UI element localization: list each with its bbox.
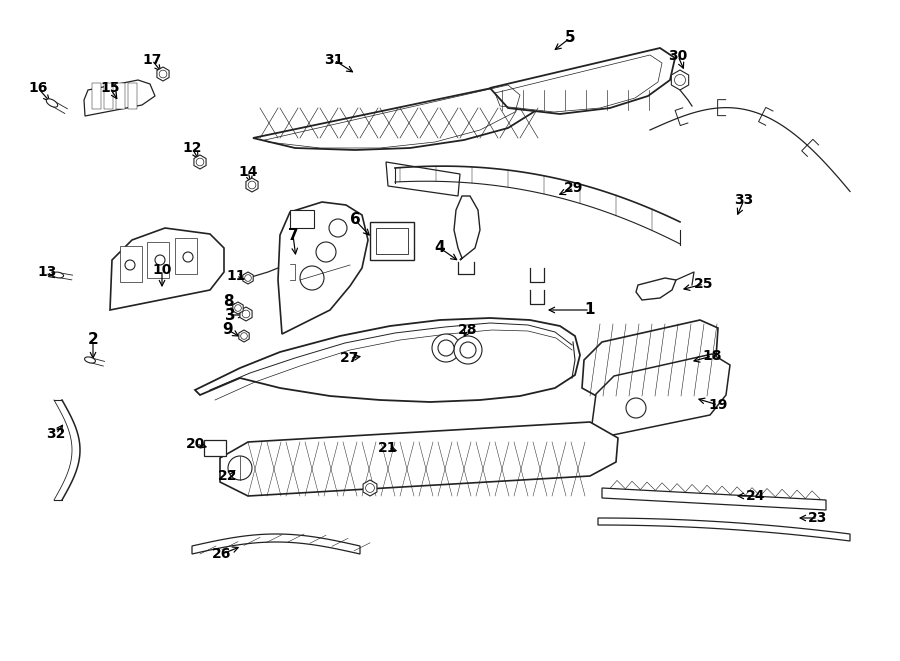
Circle shape: [248, 181, 256, 189]
Circle shape: [329, 219, 347, 237]
Text: 33: 33: [734, 193, 753, 207]
Polygon shape: [246, 178, 258, 192]
Polygon shape: [192, 534, 360, 554]
Circle shape: [155, 255, 165, 265]
Circle shape: [159, 70, 166, 78]
Circle shape: [626, 398, 646, 418]
Text: 5: 5: [564, 30, 575, 46]
Polygon shape: [253, 80, 545, 150]
Polygon shape: [602, 488, 826, 510]
Text: 27: 27: [340, 351, 360, 365]
Polygon shape: [386, 162, 460, 196]
Text: 8: 8: [222, 295, 233, 309]
Circle shape: [454, 336, 482, 364]
Polygon shape: [194, 155, 206, 169]
Circle shape: [242, 310, 250, 318]
Polygon shape: [233, 302, 243, 314]
Circle shape: [235, 305, 241, 311]
Circle shape: [240, 332, 248, 339]
Text: 29: 29: [564, 181, 584, 195]
Text: 24: 24: [746, 489, 766, 503]
Bar: [147, 242, 169, 278]
Circle shape: [125, 260, 135, 270]
Ellipse shape: [85, 357, 95, 363]
Circle shape: [245, 275, 251, 282]
Ellipse shape: [46, 99, 58, 107]
Text: 19: 19: [708, 398, 728, 412]
Text: 16: 16: [28, 81, 48, 95]
Bar: [116, 83, 125, 109]
Text: 7: 7: [288, 227, 298, 243]
Text: 26: 26: [212, 547, 231, 561]
Bar: [92, 83, 101, 109]
Text: 20: 20: [186, 437, 206, 451]
Text: 25: 25: [694, 277, 714, 291]
Text: 1: 1: [585, 303, 595, 317]
Bar: [175, 238, 197, 274]
Circle shape: [674, 75, 686, 85]
Text: 13: 13: [37, 265, 57, 279]
Polygon shape: [490, 48, 675, 114]
Polygon shape: [592, 354, 730, 436]
Circle shape: [438, 340, 454, 356]
Bar: [376, 228, 408, 254]
Text: 21: 21: [378, 441, 398, 455]
Text: 3: 3: [225, 307, 235, 323]
Bar: [104, 83, 113, 109]
Text: 10: 10: [152, 263, 172, 277]
Text: 15: 15: [100, 81, 120, 95]
Bar: [128, 83, 137, 109]
Text: 14: 14: [238, 165, 257, 179]
Circle shape: [228, 456, 252, 480]
Polygon shape: [84, 80, 155, 116]
Circle shape: [432, 334, 460, 362]
Polygon shape: [243, 272, 253, 284]
Polygon shape: [157, 67, 169, 81]
Text: 18: 18: [702, 349, 722, 363]
Text: 30: 30: [669, 49, 688, 63]
Polygon shape: [240, 307, 252, 321]
Text: 2: 2: [87, 332, 98, 348]
Text: 32: 32: [46, 427, 66, 441]
Text: 9: 9: [222, 323, 233, 338]
Polygon shape: [195, 318, 580, 402]
Polygon shape: [363, 480, 377, 496]
Polygon shape: [278, 202, 368, 334]
Circle shape: [365, 484, 374, 492]
Text: 31: 31: [324, 53, 344, 67]
Bar: [204, 440, 226, 456]
Circle shape: [196, 158, 203, 166]
Text: 23: 23: [808, 511, 828, 525]
Polygon shape: [582, 320, 718, 398]
Circle shape: [316, 242, 336, 262]
Text: 17: 17: [142, 53, 162, 67]
Bar: [370, 222, 414, 260]
Polygon shape: [598, 518, 850, 541]
Bar: [120, 246, 142, 282]
Text: 22: 22: [218, 469, 238, 483]
Polygon shape: [110, 228, 224, 310]
Text: 28: 28: [458, 323, 478, 337]
Polygon shape: [220, 422, 618, 496]
Polygon shape: [671, 70, 688, 90]
Circle shape: [300, 266, 324, 290]
Polygon shape: [636, 278, 676, 300]
Text: 11: 11: [226, 269, 246, 283]
Circle shape: [460, 342, 476, 358]
Polygon shape: [454, 196, 480, 260]
Circle shape: [183, 252, 193, 262]
Polygon shape: [238, 330, 249, 342]
Bar: [290, 210, 314, 228]
Text: 6: 6: [349, 212, 360, 227]
Text: 4: 4: [435, 241, 446, 256]
Ellipse shape: [52, 272, 64, 278]
Text: 12: 12: [182, 141, 202, 155]
